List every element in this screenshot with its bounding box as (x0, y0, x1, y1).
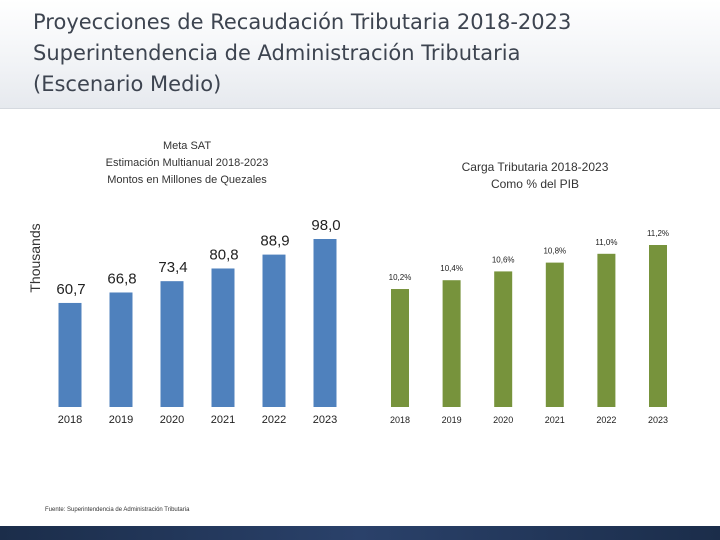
left-data-label-2018: 60,7 (56, 281, 85, 298)
left-x-tick-2020: 2020 (160, 414, 184, 426)
charts-area: Meta SAT Estimación Multianual 2018-2023… (27, 140, 669, 513)
right-bar-2018 (391, 289, 409, 407)
left-data-label-2023: 98,0 (311, 217, 340, 234)
right-data-label-2018: 10,2% (389, 273, 412, 282)
title-line-2: Superintendencia de Administración Tribu… (33, 41, 521, 65)
header-band (0, 0, 720, 109)
right-bar-2023 (649, 245, 667, 407)
left-data-label-2022: 88,9 (260, 233, 289, 250)
right-data-label-2022: 11,0% (595, 238, 617, 247)
left-bar-2020 (160, 281, 184, 407)
left-y-axis-label: Thousands (27, 223, 43, 292)
left-data-label-2020: 73,4 (158, 259, 187, 276)
left-x-tick-2019: 2019 (109, 414, 133, 426)
left-data-label-2021: 80,8 (209, 246, 238, 263)
right-data-label-2019: 10,4% (440, 264, 463, 273)
right-bar-2022 (597, 253, 616, 407)
left-x-tick-2021: 2021 (211, 414, 235, 426)
left-chart-title-3: Montos en Millones de Quezales (107, 174, 267, 186)
right-x-tick-2019: 2019 (442, 415, 462, 425)
left-bar-2023 (313, 239, 337, 407)
footer-band (0, 526, 720, 540)
right-data-label-2020: 10,6% (492, 255, 515, 264)
right-bar-2021 (545, 262, 564, 407)
left-chart-title-2: Estimación Multianual 2018-2023 (106, 157, 269, 169)
left-x-tick-2018: 2018 (58, 414, 82, 426)
right-x-tick-2018: 2018 (390, 415, 410, 425)
left-x-tick-2022: 2022 (262, 414, 286, 426)
left-bar-2021 (211, 268, 235, 407)
left-chart: 60,7 2018 66,8 2019 73,4 2020 80,8 2021 88,9 2022… (56, 217, 340, 426)
left-x-tick-2023: 2023 (313, 414, 337, 426)
right-x-tick-2022: 2022 (596, 415, 616, 425)
left-bar-2019 (109, 292, 133, 407)
title-line-3: (Escenario Medio) (33, 72, 222, 96)
right-x-tick-2020: 2020 (493, 415, 513, 425)
right-chart-title-1: Carga Tributaria 2018-2023 (462, 160, 609, 174)
source-note: Fuente: Superintendencia de Administraci… (45, 507, 190, 513)
left-bar-2018 (58, 302, 82, 407)
right-bar-2019 (442, 280, 461, 407)
left-bar-2022 (262, 254, 286, 407)
left-chart-title-1: Meta SAT (163, 140, 211, 152)
title-line-1: Proyecciones de Recaudación Tributaria 2… (33, 10, 572, 34)
right-bar-2020 (494, 271, 513, 407)
right-chart: 10,2% 2018 10,4% 2019 10,6% 2020 10,8% 2021 11,0… (389, 229, 669, 425)
right-data-label-2021: 10,8% (543, 247, 566, 256)
right-x-tick-2023: 2023 (648, 415, 668, 425)
right-data-label-2023: 11,2% (647, 229, 669, 238)
left-data-label-2019: 66,8 (107, 270, 136, 287)
right-chart-title-2: Como % del PIB (491, 177, 579, 191)
right-x-tick-2021: 2021 (545, 415, 565, 425)
